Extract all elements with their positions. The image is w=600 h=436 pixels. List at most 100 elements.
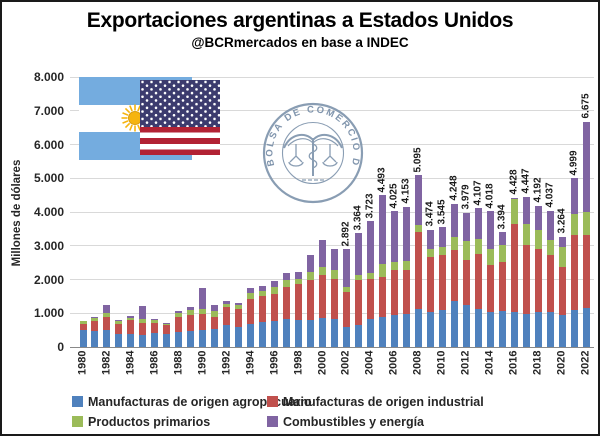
legend-label: Combustibles y energía (283, 415, 425, 429)
x-tick-label: 2020 (555, 350, 568, 375)
bar-segment (546, 255, 554, 312)
bar-segment (139, 305, 147, 320)
x-axis-line (70, 347, 594, 348)
bar-segment (546, 210, 554, 241)
bar-segment (319, 317, 327, 347)
bar-segment (474, 239, 482, 254)
bar-segment (522, 196, 530, 224)
bar-segment (522, 313, 530, 347)
bar-segment (127, 320, 135, 334)
bar-segment (510, 311, 518, 347)
bar-segment (235, 302, 243, 306)
bar-segment (163, 325, 171, 334)
bar-segment (378, 263, 386, 277)
bar-segment (175, 316, 183, 332)
bar-segment (534, 311, 542, 347)
bar-segment (271, 321, 279, 347)
bar-segment (271, 286, 279, 294)
bar-segment (331, 270, 338, 279)
bar-segment (498, 232, 506, 246)
bar-segment (331, 248, 338, 271)
bar-total-label: 4.018 (484, 183, 496, 209)
bar-segment (414, 308, 422, 347)
bar-total-label: 4.192 (532, 177, 544, 203)
bar-segment (211, 305, 219, 312)
bar-segment (319, 267, 327, 276)
bar-segment (175, 311, 183, 313)
bar-segment (462, 212, 470, 242)
bar-segment (558, 236, 566, 247)
bar-segment (223, 301, 231, 304)
bar-segment (558, 315, 566, 347)
bar-segment (211, 311, 219, 317)
bar-total-label: 4.025 (388, 183, 400, 209)
bar-segment (175, 331, 183, 347)
bar-segment (151, 319, 159, 323)
bar-segment (486, 248, 494, 266)
bar-segment (570, 235, 578, 310)
bar-segment (91, 331, 99, 347)
bar-segment (247, 324, 255, 347)
x-tick-label: 1994 (244, 350, 257, 375)
bar-segment (390, 315, 398, 347)
bar-segment (127, 317, 135, 321)
bar-segment (151, 322, 159, 333)
x-tick-label: 1988 (172, 350, 185, 375)
x-tick-label: 1998 (292, 350, 305, 375)
bar-segment (486, 211, 494, 249)
bar-segment (582, 234, 590, 309)
gridline (70, 76, 594, 78)
legend-item: Manufacturas de origen industrial (267, 393, 484, 409)
bar-total-label: 4.037 (544, 182, 556, 208)
bar-segment (450, 237, 458, 251)
bar-segment (199, 308, 207, 314)
x-tick-label: 2016 (507, 350, 520, 375)
x-tick-label: 1992 (220, 350, 233, 375)
x-tick-label: 2018 (531, 350, 544, 375)
us-flag-stripes (140, 127, 220, 155)
gridline (70, 144, 594, 145)
y-tick-label: 2.000 (33, 272, 64, 287)
bar-segment (115, 320, 123, 322)
bar-total-label: 4.447 (520, 168, 532, 194)
bar-segment (283, 319, 291, 347)
y-tick-label: 6.000 (33, 137, 64, 152)
bar-segment (354, 275, 362, 281)
gridline (70, 110, 594, 112)
x-tick-label: 1982 (100, 350, 113, 375)
bar-segment (91, 321, 99, 332)
y-tick-label: 1.000 (33, 306, 64, 321)
legend-item: Manufacturas de origen agropecuario (72, 393, 312, 409)
bar-segment (187, 314, 195, 332)
bar-segment (402, 270, 410, 314)
bar-segment (187, 307, 195, 311)
logo-ring-text: BOLSA DE COMERCIO DE ROSARIO (260, 100, 362, 168)
bar-segment (295, 283, 303, 321)
bar-segment (295, 271, 303, 279)
bar-segment (582, 212, 590, 235)
bar-segment (247, 298, 255, 325)
logo-scale-right-icon (322, 144, 338, 167)
bar-segment (534, 205, 542, 231)
bar-segment (354, 280, 362, 325)
gridline (70, 177, 594, 179)
bar-segment (115, 323, 123, 335)
bar-segment (366, 278, 374, 319)
logo-inner-ring (281, 121, 345, 185)
bar-segment (474, 208, 482, 240)
x-tick-label: 2008 (411, 350, 424, 375)
legend-swatch-icon (267, 416, 278, 427)
bar-segment (426, 248, 434, 257)
bar-segment (91, 317, 99, 321)
bar-segment (79, 324, 87, 331)
bar-segment (247, 287, 255, 293)
bar-segment (139, 319, 147, 323)
bar-segment (474, 253, 482, 310)
bar-segment (307, 255, 315, 273)
bar-segment (342, 326, 350, 347)
bar-segment (139, 334, 147, 347)
bar-total-label: 3.545 (436, 199, 448, 225)
bar-segment (546, 311, 554, 347)
bar-segment (283, 272, 291, 281)
bar-segment (259, 285, 267, 292)
